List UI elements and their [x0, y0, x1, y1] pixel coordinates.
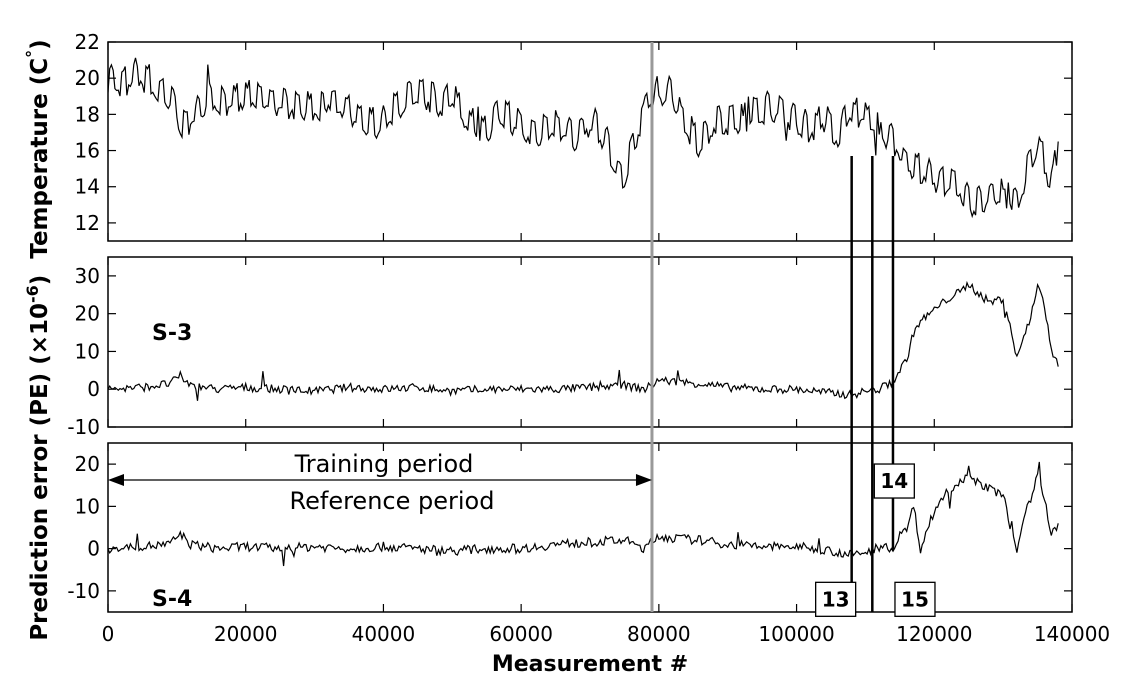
y-tick-label: 20: [75, 302, 100, 326]
panel-frame: [107, 41, 1073, 242]
panel-temperature: 12 14 16 18 20 22: [75, 30, 1073, 242]
y-axis-label-gap: [27, 259, 53, 267]
y-axis-label-pe-end: ): [27, 275, 53, 286]
y-tick-label: 30: [75, 264, 100, 288]
panel-frame: [107, 442, 1073, 613]
y-tick-label: 0: [87, 537, 100, 561]
period-arrow-left-icon: [108, 474, 124, 486]
x-tick-label: 60000: [489, 622, 553, 646]
series-line-S-4: [108, 461, 1059, 567]
panel-S-3: -10 0 10 20 30 S-3: [67, 256, 1073, 439]
y-tick-label: 22: [75, 30, 100, 54]
panel-S-4: -10 0 10 20 S-4: [67, 442, 1073, 613]
x-axis-label: Measurement #: [492, 652, 688, 677]
y-tick-label: 20: [75, 66, 100, 90]
y-tick-label: 0: [87, 377, 100, 401]
training-period-label: Training period: [294, 450, 474, 478]
y-axis-label-degree-icon: °: [23, 50, 42, 58]
period-arrow-right-icon: [635, 474, 652, 486]
series-line-temperature: [108, 57, 1059, 219]
sensor-label-S-3: S-3: [152, 321, 192, 346]
y-axis-label-temp: Temperature (C: [27, 58, 53, 259]
x-tick-label: 120000: [896, 622, 972, 646]
series-line-S-3: [108, 280, 1059, 401]
annotation-box-14: [873, 463, 915, 499]
annotation-box-13: [815, 581, 857, 617]
x-tick-label: 20000: [214, 622, 278, 646]
x-tick-label: 0: [102, 622, 115, 646]
y-axis-label-pe-sup: -6: [23, 285, 42, 303]
sensor-label-S-4: S-4: [152, 587, 192, 612]
annotation-label-13: 13: [822, 587, 850, 611]
y-tick-label: 16: [75, 139, 100, 163]
y-tick-label: 10: [75, 339, 100, 363]
y-axis-label-temp-end: ): [27, 39, 53, 50]
y-tick-label: 18: [75, 102, 100, 126]
x-tick-label: 100000: [758, 622, 834, 646]
annotation-label-15: 15: [901, 587, 929, 611]
y-tick-label: -10: [67, 579, 100, 603]
y-axis-label-pe: Prediction error (PE) (×10: [27, 303, 53, 641]
y-tick-label: 14: [75, 175, 100, 199]
y-tick-label: 20: [75, 452, 100, 476]
annotation-box-15: [894, 581, 936, 617]
y-axis-label: Prediction error (PE) (×10-6) Temperatur…: [23, 39, 53, 640]
annotation-label-14: 14: [880, 469, 908, 493]
x-tick-label: 140000: [1034, 622, 1110, 646]
y-tick-label: -10: [67, 415, 100, 439]
x-tick-label: 80000: [627, 622, 691, 646]
reference-period-label: Reference period: [290, 487, 495, 515]
x-tick-label: 40000: [352, 622, 416, 646]
y-tick-label: 12: [75, 211, 100, 235]
y-tick-label: 10: [75, 494, 100, 518]
panel-frame: [107, 256, 1073, 428]
